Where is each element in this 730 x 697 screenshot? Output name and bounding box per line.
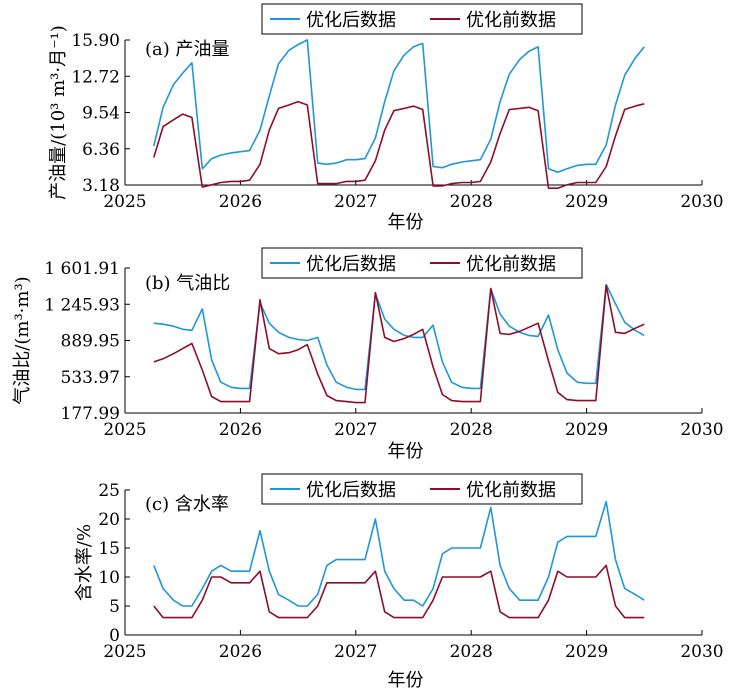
x-tick-label: 2027 — [334, 192, 377, 212]
panel-title: (a) 产油量 — [145, 39, 230, 60]
x-tick-label: 2029 — [565, 420, 608, 440]
x-axis-label: 年份 — [388, 212, 424, 233]
y-tick-label: 177.99 — [61, 404, 120, 424]
legend-box — [261, 473, 583, 505]
panel-title: (b) 气油比 — [145, 273, 230, 294]
x-tick-label: 2029 — [565, 192, 608, 212]
legend-label: 优化后数据 — [306, 10, 396, 31]
y-tick-label: 1 245.93 — [44, 295, 120, 315]
x-tick-label: 2027 — [334, 420, 377, 440]
x-axis-label: 年份 — [388, 441, 424, 462]
x-tick-label: 2029 — [565, 642, 608, 662]
legend-label: 优化前数据 — [466, 480, 556, 501]
series-line-after — [153, 39, 645, 173]
x-tick-label: 2030 — [680, 420, 723, 440]
legend-label: 优化前数据 — [466, 10, 556, 31]
y-tick-label: 5 — [109, 597, 120, 617]
y-tick-label: 20 — [98, 510, 120, 530]
x-tick-label: 2026 — [219, 420, 262, 440]
x-tick-label: 2028 — [450, 420, 493, 440]
legend-box — [261, 3, 583, 35]
series-line-after — [153, 283, 645, 391]
series-line-before — [153, 100, 645, 189]
x-axis-label: 年份 — [388, 670, 424, 691]
panel-title: (c) 含水率 — [145, 494, 229, 515]
x-tick-label: 2026 — [219, 642, 262, 662]
y-tick-label: 889.95 — [61, 332, 120, 352]
legend-label: 优化前数据 — [466, 254, 556, 275]
x-tick-label: 2025 — [103, 420, 146, 440]
y-tick-label: 9.54 — [82, 104, 120, 124]
y-axis-label: 产油量/(10³ m³·月⁻¹) — [48, 25, 69, 200]
x-tick-label: 2026 — [219, 192, 262, 212]
x-tick-label: 2027 — [334, 642, 377, 662]
y-tick-label: 10 — [98, 568, 120, 588]
x-tick-label: 2030 — [680, 642, 723, 662]
y-tick-label: 15 — [98, 539, 120, 559]
y-tick-label: 6.36 — [82, 140, 120, 160]
x-tick-label: 2025 — [103, 642, 146, 662]
y-axis-label: 气油比/(m³·m³) — [12, 276, 33, 404]
x-tick-label: 2028 — [450, 192, 493, 212]
legend-label: 优化后数据 — [306, 480, 396, 501]
y-tick-label: 12.72 — [71, 67, 120, 87]
series-line-before — [153, 564, 645, 619]
series-line-after — [153, 500, 645, 607]
y-axis-label: 含水率/% — [74, 524, 95, 601]
y-tick-label: 3.18 — [82, 176, 120, 196]
y-tick-label: 0 — [109, 626, 120, 646]
y-tick-label: 533.97 — [61, 368, 120, 388]
x-tick-label: 2028 — [450, 642, 493, 662]
legend-label: 优化后数据 — [306, 254, 396, 275]
y-tick-label: 1 601.91 — [44, 259, 120, 279]
legend-box — [261, 247, 583, 279]
y-tick-label: 15.90 — [71, 31, 120, 51]
y-tick-label: 25 — [98, 481, 120, 501]
x-tick-label: 2030 — [680, 192, 723, 212]
series-line-before — [153, 284, 645, 404]
x-tick-label: 2025 — [103, 192, 146, 212]
